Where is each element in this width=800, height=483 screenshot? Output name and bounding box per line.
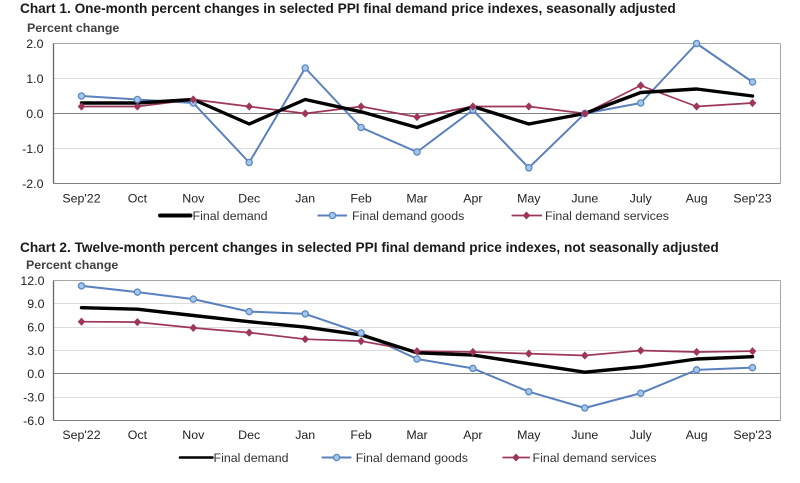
svg-text:-3.0: -3.0 [23,390,44,404]
svg-text:Dec: Dec [238,192,260,206]
svg-text:July: July [630,192,653,206]
svg-text:Final demand goods: Final demand goods [352,209,464,223]
svg-text:-6.0: -6.0 [23,414,44,428]
svg-text:Feb: Feb [350,428,371,442]
svg-text:-1.0: -1.0 [22,142,43,156]
svg-text:Sep'23: Sep'23 [733,192,771,206]
svg-text:July: July [630,428,653,442]
svg-text:Final demand: Final demand [193,209,268,223]
svg-text:May: May [517,428,541,442]
svg-text:May: May [517,192,541,206]
svg-text:Apr: Apr [463,192,482,206]
svg-text:Nov: Nov [182,192,205,206]
svg-text:Oct: Oct [128,428,148,442]
svg-text:Oct: Oct [128,192,148,206]
svg-text:Final demand services: Final demand services [533,451,657,465]
svg-text:Final demand services: Final demand services [545,209,669,223]
svg-text:Dec: Dec [238,428,260,442]
svg-text:Aug: Aug [686,192,708,206]
svg-text:9.0: 9.0 [27,297,44,311]
svg-text:0.0: 0.0 [26,107,43,121]
svg-text:Mar: Mar [406,192,427,206]
svg-text:Jan: Jan [295,428,315,442]
svg-text:Final demand: Final demand [214,451,289,465]
svg-text:12.0: 12.0 [20,274,44,288]
svg-text:Nov: Nov [182,428,205,442]
svg-text:Final demand goods: Final demand goods [356,451,468,465]
svg-text:Sep'23: Sep'23 [733,428,771,442]
svg-text:Mar: Mar [406,428,427,442]
svg-text:June: June [571,192,598,206]
svg-text:Feb: Feb [350,192,371,206]
svg-text:0.0: 0.0 [27,367,44,381]
svg-text:6.0: 6.0 [27,320,44,334]
svg-text:-2.0: -2.0 [22,177,43,191]
svg-text:June: June [571,428,598,442]
svg-text:Sep'22: Sep'22 [62,192,100,206]
svg-text:3.0: 3.0 [27,344,44,358]
svg-text:2.0: 2.0 [26,37,43,51]
svg-text:Jan: Jan [295,192,315,206]
svg-text:Apr: Apr [463,428,482,442]
svg-text:Aug: Aug [686,428,708,442]
svg-text:1.0: 1.0 [26,72,43,86]
svg-text:Sep'22: Sep'22 [62,428,100,442]
